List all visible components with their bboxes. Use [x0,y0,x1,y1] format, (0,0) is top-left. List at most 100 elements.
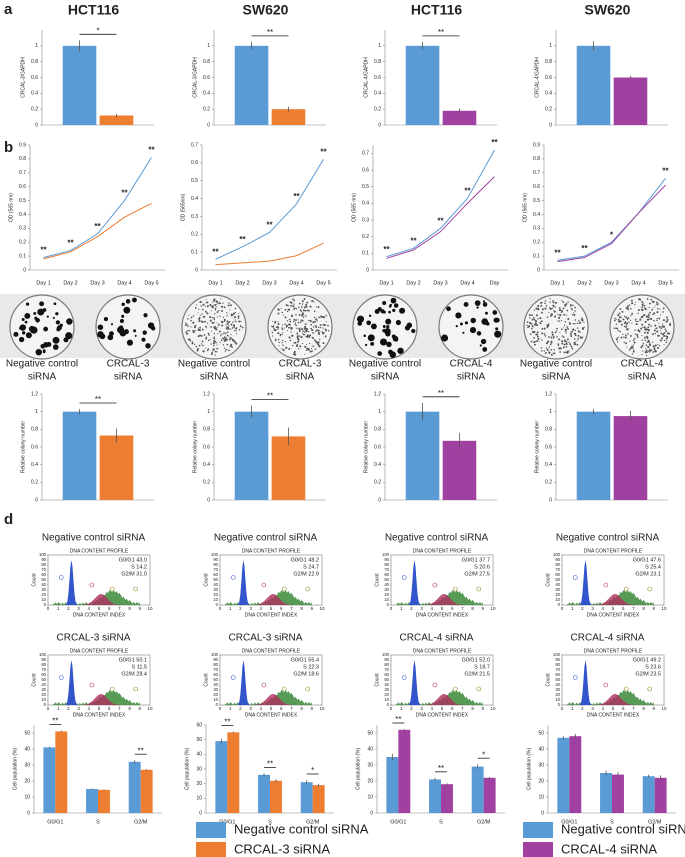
y-axis-label: CRCAL-3/GAPDH [192,57,198,98]
colony [613,319,616,322]
column-title: HCT116 [411,2,463,18]
colony [560,319,563,322]
colony [226,331,229,333]
colony [549,343,552,346]
colony [648,341,650,343]
colony [227,327,230,330]
colony [577,334,580,337]
colony [631,345,633,347]
y-tick-label: 0.4 [203,462,210,468]
x-tick-label: Day 3 [604,280,618,286]
colony [640,327,643,330]
colony [464,321,469,325]
colony [560,311,563,313]
colony [216,316,218,318]
colony [197,335,200,338]
colony [284,323,287,326]
bar [398,729,411,813]
colony [550,336,553,339]
y-tick-label: 0.4 [545,91,552,97]
histogram-s [225,694,312,705]
colony [308,342,311,345]
colony [541,327,544,330]
colony [543,333,546,335]
colony [304,334,306,336]
colony [311,345,313,347]
colony [121,314,125,318]
colony [583,322,585,324]
colony [367,334,375,342]
colony [215,327,217,329]
colony [297,306,300,308]
colony [294,323,297,325]
colony [228,338,232,341]
colony [216,347,219,350]
flow-y-tick-label: 20 [213,592,218,597]
flow-x-tick-label: 0 [561,606,564,611]
colony [194,324,197,327]
y-tick-label: 0.8 [31,427,38,433]
colony [125,299,131,304]
colony [223,336,226,338]
colony [559,347,562,350]
colony [297,327,299,330]
colony [315,324,317,327]
colony [665,316,668,319]
colony [569,344,572,346]
colony [626,306,629,309]
flow-x-tick-label: 1 [57,606,60,611]
colony [213,340,216,343]
flow-x-tick-label: 4 [602,706,605,711]
y-tick-label: 0.6 [374,444,381,450]
colony [233,321,235,323]
colony [634,301,636,303]
colony [374,308,380,314]
colony [482,347,488,352]
colony [292,353,295,356]
colony [300,320,302,322]
colony [231,339,235,342]
y-tick-label: 0.4 [362,201,369,207]
colony [299,321,302,324]
colony [295,313,297,316]
flow-stat: G0/G1 47.6 [633,557,661,563]
colony [544,302,546,305]
colony [305,343,308,346]
colony [299,309,302,311]
colony [574,319,577,321]
colony [395,319,402,326]
bar [62,45,97,126]
bar [99,435,134,500]
colony [225,332,227,334]
flow-x-tick-label: 0 [561,706,564,711]
colony [389,303,392,307]
colony [388,310,391,314]
x-tick-label: Day 1 [550,280,564,286]
y-tick-label: 0.6 [19,184,26,190]
y-tick-label: 0 [366,267,369,273]
flow-stat: G0/G1 49.2 [633,657,661,663]
colony [645,349,647,351]
colony [653,329,656,332]
flow-x-tick-label: 2 [239,606,242,611]
colony [46,315,49,318]
colony [531,314,533,316]
gate-marker [133,586,139,592]
colony [221,324,224,327]
colony [663,339,666,342]
colony [532,326,534,328]
colony [644,351,647,354]
colony [563,327,565,329]
bar [441,784,453,813]
significance-label: * [311,766,314,775]
colony [278,341,281,343]
y-tick-label: 0.6 [31,75,38,81]
colony [624,321,627,323]
colony [193,326,196,329]
colony [230,334,232,336]
legend-label: CRCAL-4 siRNA [561,841,657,856]
bar [98,789,110,813]
colony [223,320,226,322]
colony [541,350,543,352]
flow-x-tick-label: 4 [260,606,263,611]
